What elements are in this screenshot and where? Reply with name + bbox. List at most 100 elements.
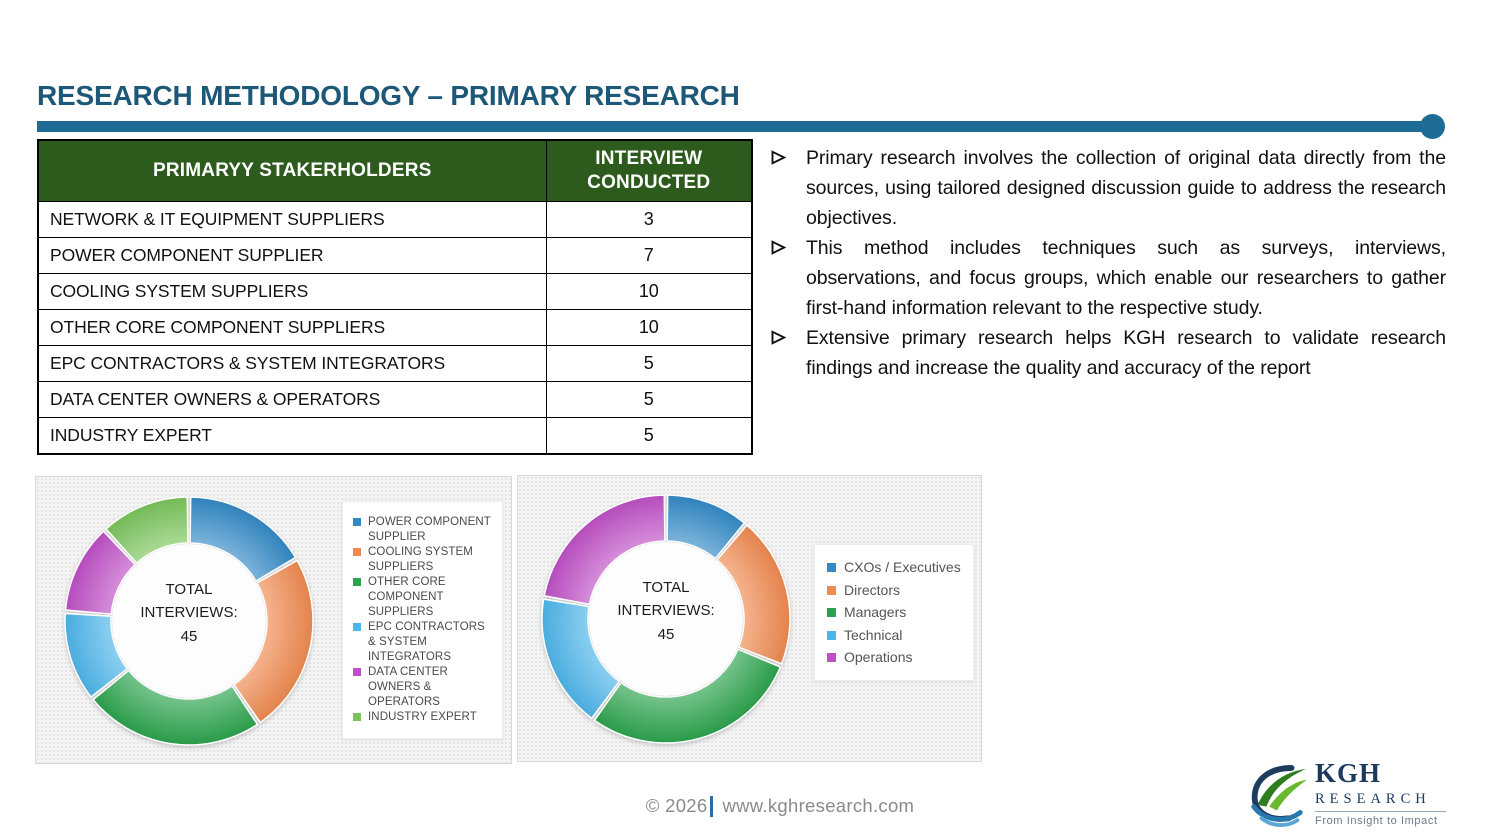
- designation-donut-chart-panel: TOTAL INTERVIEWS: 45 CXOs / Executives Dire…: [517, 475, 982, 762]
- legend-item: Operations: [827, 649, 961, 666]
- interviews-count-cell: 7: [545, 237, 753, 274]
- arrow-bullet-icon: [771, 240, 787, 255]
- center-label-line: TOTAL: [642, 579, 690, 596]
- bullet-item: Primary research involves the collection…: [770, 143, 1446, 233]
- donut-slice: [715, 524, 791, 665]
- legend-label: Technical: [844, 626, 903, 643]
- header-interview-conducted: INTERVIEW CONDUCTED: [545, 139, 753, 202]
- donut-slice: [666, 494, 746, 560]
- designation-donut-chart: [541, 494, 791, 744]
- donut-slice: [64, 612, 129, 699]
- donut-slice: [189, 496, 297, 583]
- stakeholder-cell: INDUSTRY EXPERT: [37, 417, 547, 455]
- stakeholder-cell: DATA CENTER OWNERS & OPERATORS: [37, 381, 547, 418]
- interviews-count-cell: 10: [545, 273, 753, 310]
- kgh-logo: KGH RESEARCH From Insight to Impact: [1246, 760, 1446, 832]
- legend-label: EPC CONTRACTORS & SYSTEM INTEGRATORS: [368, 621, 485, 663]
- donut-slice: [92, 669, 259, 746]
- legend-color-swatch-icon: [353, 518, 361, 526]
- donut-slice: [543, 494, 666, 606]
- interviews-count-cell: 3: [545, 201, 753, 238]
- footer: © 2026 www.kghresearch.com: [600, 795, 960, 817]
- stakeholders-table: PRIMARYY STAKERHOLDERS INTERVIEW CONDUCT…: [37, 139, 753, 455]
- donut-slice: [64, 530, 137, 615]
- legend-label: DATA CENTER OWNERS & OPERATORS: [368, 666, 448, 708]
- legend-color-swatch-icon: [827, 630, 836, 640]
- stakeholder-cell: EPC CONTRACTORS & SYSTEM INTEGRATORS: [37, 345, 547, 382]
- interviews-count-cell: 5: [545, 417, 753, 455]
- table-row: INDUSTRY EXPERT 5: [37, 417, 753, 455]
- legend-color-swatch-icon: [827, 563, 836, 572]
- donut-slice: [104, 496, 189, 565]
- bullet-text: This method includes techniques such as …: [806, 237, 1446, 319]
- logo-brand-sub: RESEARCH: [1315, 791, 1431, 807]
- center-label-line: INTERVIEWS:: [140, 604, 238, 622]
- stakeholder-cell: OTHER CORE COMPONENT SUPPLIERS: [37, 309, 547, 346]
- legend-item: Managers: [827, 604, 961, 621]
- legend-label: INDUSTRY EXPERT: [368, 711, 477, 724]
- legend-color-swatch-icon: [827, 608, 836, 618]
- legend-item: OTHER CORE COMPONENT SUPPLIERS: [353, 575, 492, 620]
- donut-slice: [593, 648, 782, 744]
- table-row: COOLING SYSTEM SUPPLIERS 10: [37, 273, 753, 310]
- center-label-line: 45: [180, 627, 198, 645]
- bullet-item: Extensive primary research helps KGH res…: [770, 323, 1446, 383]
- center-label-line: INTERVIEWS:: [617, 602, 715, 620]
- table-row: EPC CONTRACTORS & SYSTEM INTEGRATORS 5: [37, 345, 753, 382]
- donut-hole: [112, 544, 266, 698]
- logo-brand: KGH: [1315, 758, 1382, 788]
- center-label-line: TOTAL: [165, 581, 213, 598]
- bar-end-dot-icon: [1420, 114, 1445, 139]
- bullet-text: Extensive primary research helps KGH res…: [806, 327, 1446, 379]
- table-header-row: PRIMARYY STAKERHOLDERS INTERVIEW CONDUCT…: [37, 139, 753, 202]
- arrow-bullet-icon: [771, 330, 787, 345]
- legend-item: COOLING SYSTEM SUPPLIERS: [353, 545, 492, 575]
- legend-item: DATA CENTER OWNERS & OPERATORS: [353, 665, 492, 710]
- interviews-count-cell: 5: [545, 345, 753, 382]
- legend-item: EPC CONTRACTORS & SYSTEM INTEGRATORS: [353, 620, 492, 665]
- bullet-marker: [770, 233, 806, 261]
- legend-item: Technical: [827, 627, 961, 644]
- table-row: DATA CENTER OWNERS & OPERATORS 5: [37, 381, 753, 418]
- legend-label: Managers: [844, 604, 907, 621]
- logo-divider: [1315, 811, 1446, 812]
- logo-text-block: KGH RESEARCH From Insight to Impact: [1315, 760, 1446, 827]
- legend-label: Operations: [844, 649, 913, 666]
- legend-color-swatch-icon: [353, 548, 361, 557]
- center-label-line: 45: [657, 625, 675, 643]
- legend-label: OTHER CORE COMPONENT SUPPLIERS: [368, 576, 446, 618]
- kgh-logo-icon: [1251, 765, 1308, 827]
- website-link[interactable]: www.kghresearch.com: [722, 795, 915, 816]
- bullet-marker: [770, 143, 806, 171]
- stakeholder-cell: NETWORK & IT EQUIPMENT SUPPLIERS: [37, 201, 547, 238]
- table-row: OTHER CORE COMPONENT SUPPLIERS 10: [37, 309, 753, 346]
- interviews-count-cell: 5: [545, 381, 753, 418]
- bullet-marker: [770, 323, 806, 351]
- table-row: POWER COMPONENT SUPPLIER 7: [37, 237, 753, 274]
- stakeholder-donut-chart: [64, 496, 314, 746]
- footer-separator-bar: [710, 795, 714, 817]
- legend-item: CXOs / Executives: [827, 559, 961, 576]
- title-underline-bar: [37, 114, 1445, 139]
- donut-center-label: TOTAL INTERVIEWS: 45: [586, 576, 746, 646]
- page-title: RESEARCH METHODOLOGY – PRIMARY RESEARCH: [37, 80, 740, 111]
- legend-item: Directors: [827, 582, 961, 599]
- interviews-count-cell: 10: [545, 309, 753, 346]
- legend-label: COOLING SYSTEM SUPPLIERS: [368, 546, 473, 573]
- stakeholder-cell: COOLING SYSTEM SUPPLIERS: [37, 273, 547, 310]
- stakeholder-chart-legend: POWER COMPONENT SUPPLIER COOLING SYSTEM S…: [342, 501, 503, 739]
- bullet-text: Primary research involves the collection…: [806, 147, 1446, 229]
- copyright-text: © 2026: [645, 795, 708, 816]
- donut-center-label: TOTAL INTERVIEWS: 45: [109, 578, 269, 648]
- logo-tagline: From Insight to Impact: [1315, 815, 1438, 827]
- legend-item: POWER COMPONENT SUPPLIER: [353, 515, 492, 545]
- donut-hole: [589, 542, 743, 696]
- stakeholder-donut-chart-panel: TOTAL INTERVIEWS: 45 POWER COMPONENT SUPPL…: [35, 476, 512, 764]
- donut-slice: [541, 598, 621, 720]
- legend-color-swatch-icon: [827, 585, 836, 595]
- legend-color-swatch-icon: [827, 653, 836, 663]
- legend-label: Directors: [844, 581, 901, 598]
- legend-color-swatch-icon: [353, 578, 361, 587]
- legend-item: INDUSTRY EXPERT: [353, 710, 492, 725]
- legend-label: POWER COMPONENT SUPPLIER: [368, 516, 491, 543]
